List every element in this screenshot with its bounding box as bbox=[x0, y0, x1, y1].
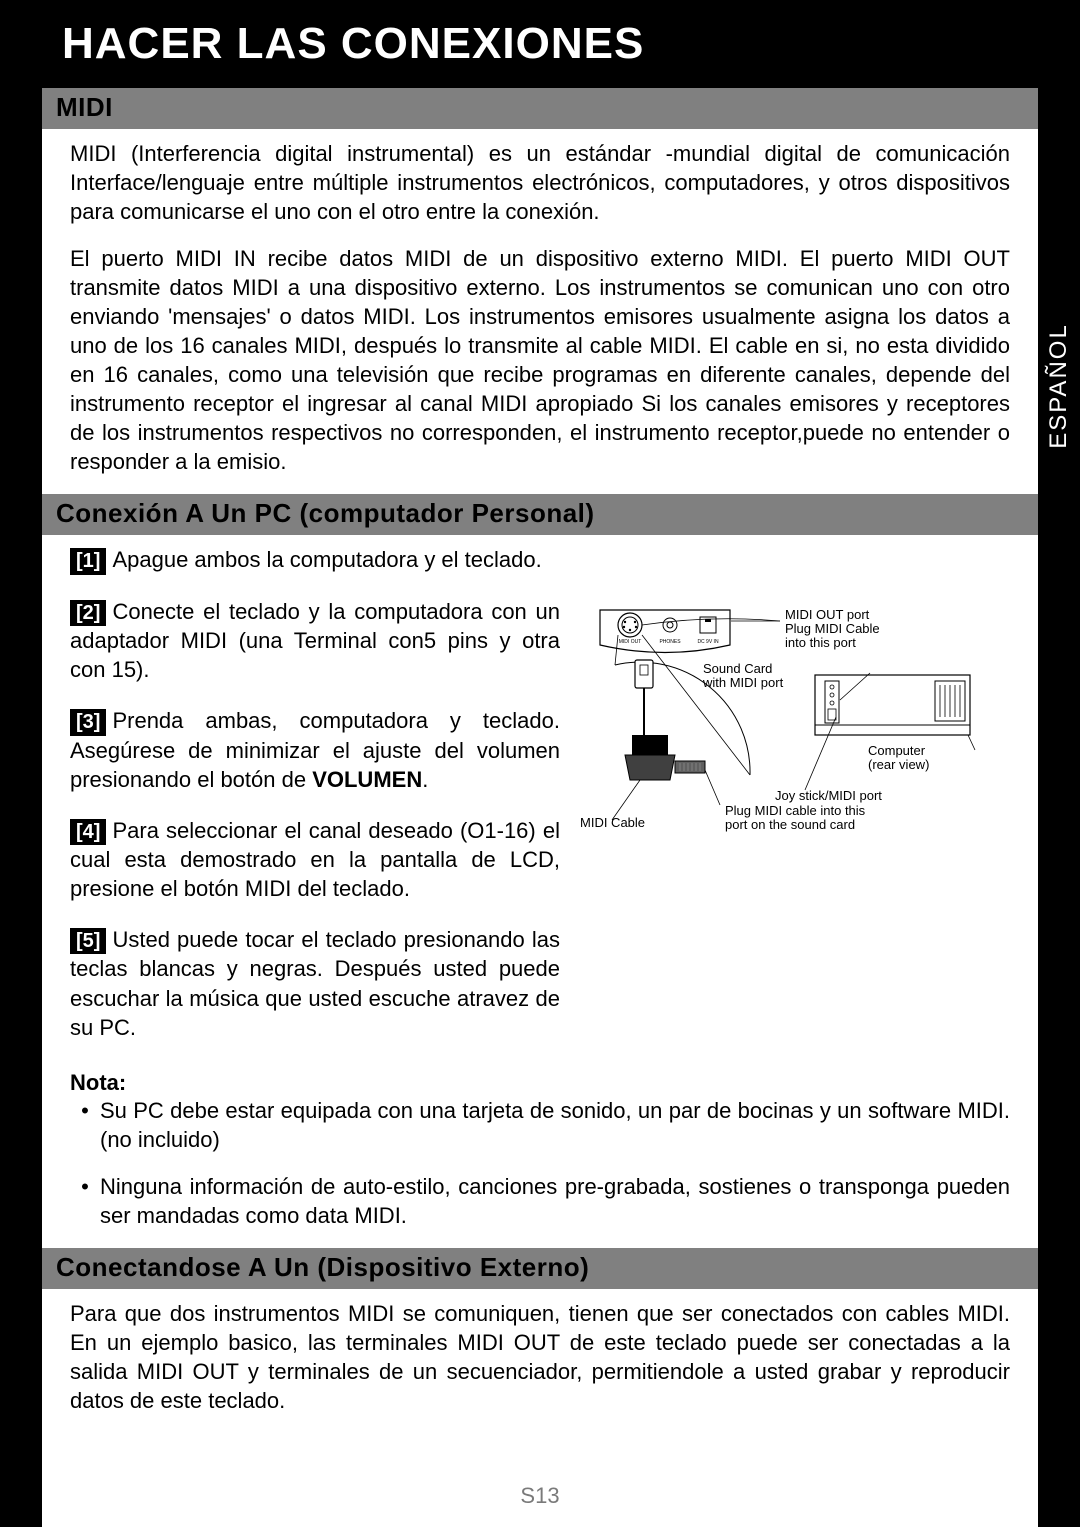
label-sound-card: Sound Card bbox=[703, 661, 772, 676]
section-heading-midi: MIDI bbox=[42, 88, 1038, 129]
ext-content: Para que dos instrumentos MIDI se comuni… bbox=[42, 1289, 1038, 1415]
pc-content: [1]Apague ambos la computadora y el tecl… bbox=[42, 535, 1038, 1229]
language-tab: ESPAÑOL bbox=[1038, 308, 1080, 463]
midi-paragraph-2: El puerto MIDI IN recibe datos MIDI de u… bbox=[70, 244, 1010, 476]
title-bar: HACER LAS CONEXIONES bbox=[42, 0, 1038, 88]
section-heading-pc: Conexión A Un PC (computador Personal) bbox=[42, 494, 1038, 535]
label-midi-out-port: MIDI OUT port bbox=[785, 607, 870, 622]
section-heading-text: Conectandose A Un (Dispositivo Externo) bbox=[56, 1252, 589, 1282]
label-plug-cable-2: port on the sound card bbox=[725, 817, 855, 832]
section-heading-text: MIDI bbox=[56, 92, 113, 122]
main-title: HACER LAS CONEXIONES bbox=[62, 19, 644, 69]
bullet-icon: • bbox=[70, 1096, 100, 1154]
label-sound-card-2: with MIDI port bbox=[702, 675, 784, 690]
language-tab-text: ESPAÑOL bbox=[1045, 323, 1073, 449]
steps-column: [1]Apague ambos la computadora y el tecl… bbox=[70, 545, 560, 1063]
step-3: [3]Prenda ambas, computadora y teclado. … bbox=[70, 706, 560, 793]
label-plug-midi: Plug MIDI Cable bbox=[785, 621, 880, 636]
bullet-text: Ninguna información de auto-estilo, canc… bbox=[100, 1172, 1010, 1230]
diagram-column: MIDI OUT PHONES DC 9V IN bbox=[580, 545, 1010, 1063]
nota-heading: Nota: bbox=[70, 1070, 1010, 1096]
port-label-phones: PHONES bbox=[659, 639, 681, 645]
step-text: Para seleccionar el canal deseado (O1-16… bbox=[70, 818, 560, 901]
manual-page: HACER LAS CONEXIONES MIDI MIDI (Interfer… bbox=[42, 0, 1038, 1527]
nota-bullet-1: • Su PC debe estar equipada con una tarj… bbox=[70, 1096, 1010, 1154]
step-5: [5]Usted puede tocar el teclado presiona… bbox=[70, 925, 560, 1041]
label-plug-cable: Plug MIDI cable into this bbox=[725, 803, 866, 818]
label-plug-midi-2: into this port bbox=[785, 635, 856, 650]
diagram-svg: MIDI OUT PHONES DC 9V IN bbox=[580, 605, 1000, 845]
two-column-layout: [1]Apague ambos la computadora y el tecl… bbox=[70, 545, 1010, 1063]
page-number: S13 bbox=[42, 1483, 1038, 1509]
port-label-dc: DC 9V IN bbox=[697, 639, 719, 645]
bullet-text: Su PC debe estar equipada con una tarjet… bbox=[100, 1096, 1010, 1154]
section-heading-ext: Conectandose A Un (Dispositivo Externo) bbox=[42, 1248, 1038, 1289]
label-computer-2: (rear view) bbox=[868, 757, 929, 772]
step-2: [2]Conecte el teclado y la computadora c… bbox=[70, 597, 560, 684]
step-number: [5] bbox=[70, 928, 106, 954]
step-number: [1] bbox=[70, 548, 106, 574]
step-number: [3] bbox=[70, 709, 106, 735]
step-number: [2] bbox=[70, 600, 106, 626]
midi-paragraph-1: MIDI (Interferencia digital instrumental… bbox=[70, 139, 1010, 226]
step-text: Usted puede tocar el teclado presionando… bbox=[70, 927, 560, 1039]
step-1: [1]Apague ambos la computadora y el tecl… bbox=[70, 545, 560, 574]
connection-diagram: MIDI OUT PHONES DC 9V IN bbox=[580, 605, 1000, 845]
step-text: Conecte el teclado y la computadora con … bbox=[70, 599, 560, 682]
label-joystick: Joy stick/MIDI port bbox=[775, 788, 882, 803]
step-number: [4] bbox=[70, 819, 106, 845]
bullet-icon: • bbox=[70, 1172, 100, 1230]
volumen-bold: VOLUMEN bbox=[312, 767, 422, 792]
step-4: [4]Para seleccionar el canal deseado (O1… bbox=[70, 816, 560, 903]
step-text: Apague ambos la computadora y el teclado… bbox=[112, 547, 541, 572]
port-label-midi-out: MIDI OUT bbox=[619, 639, 642, 645]
label-computer: Computer bbox=[868, 743, 926, 758]
step-text: . bbox=[422, 767, 428, 792]
ext-paragraph: Para que dos instrumentos MIDI se comuni… bbox=[70, 1299, 1010, 1415]
section-heading-text: Conexión A Un PC (computador Personal) bbox=[56, 498, 595, 528]
midi-content: MIDI (Interferencia digital instrumental… bbox=[42, 129, 1038, 476]
label-midi-cable: MIDI Cable bbox=[580, 815, 645, 830]
nota-bullet-2: • Ninguna información de auto-estilo, ca… bbox=[70, 1172, 1010, 1230]
